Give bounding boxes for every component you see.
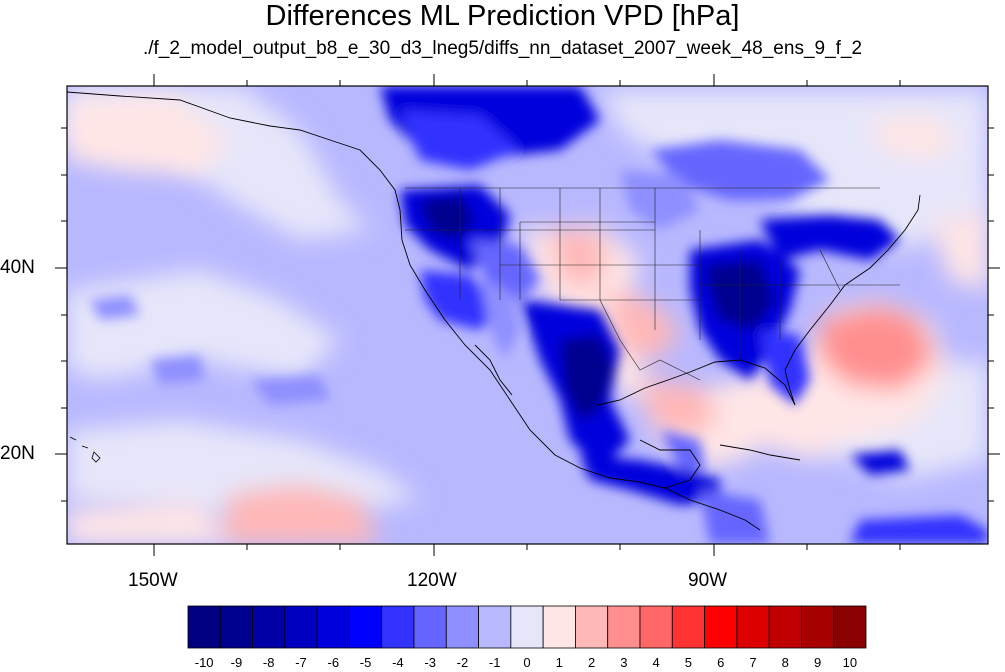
political-borders bbox=[405, 187, 900, 381]
colorbar-label: -7 bbox=[295, 655, 307, 670]
coastlines bbox=[67, 91, 921, 531]
colorbar-label: 5 bbox=[684, 655, 693, 670]
colorbar-label: -8 bbox=[262, 655, 275, 670]
colorbar-swatch bbox=[801, 605, 835, 649]
lat-label-40n: 40N bbox=[0, 257, 35, 278]
colorbar-label: -1 bbox=[488, 655, 501, 670]
colorbar-swatch bbox=[575, 605, 609, 649]
colorbar-label: 0 bbox=[523, 655, 531, 670]
colorbar-swatch bbox=[219, 605, 253, 649]
colorbar-label: -4 bbox=[392, 655, 404, 670]
plot-title: Differences ML Prediction VPD [hPa] bbox=[265, 0, 740, 32]
colorbar-swatch bbox=[639, 605, 673, 649]
colorbar-label: -6 bbox=[327, 655, 340, 670]
colorbar-label: 7 bbox=[749, 655, 757, 670]
lon-label-150w: 150W bbox=[128, 570, 178, 591]
vpd-difference-map bbox=[55, 74, 1000, 556]
colorbar-swatch bbox=[542, 605, 576, 649]
lon-label-120w: 120W bbox=[407, 570, 457, 591]
colorbar-label: -9 bbox=[230, 655, 243, 670]
colorbar-swatch bbox=[413, 605, 447, 649]
colorbar-label: 8 bbox=[781, 655, 789, 670]
positive-zones bbox=[67, 95, 988, 544]
colorbar-swatch bbox=[510, 605, 544, 649]
colorbar-swatch bbox=[284, 605, 318, 649]
colorbar-swatch bbox=[349, 605, 383, 649]
colorbar-swatch bbox=[187, 605, 221, 649]
colorbar-label: -10 bbox=[194, 655, 214, 670]
colorbar-label: 4 bbox=[652, 655, 660, 670]
colorbar-label: 1 bbox=[555, 655, 563, 670]
colorbar-swatch bbox=[607, 605, 641, 649]
colorbar-label: -3 bbox=[424, 655, 436, 670]
lon-label-90w: 90W bbox=[688, 570, 728, 591]
colorbar-label: 2 bbox=[587, 655, 596, 670]
colorbar-swatch bbox=[736, 605, 770, 649]
negative-zones bbox=[90, 86, 988, 544]
colorbar-swatch bbox=[671, 605, 705, 649]
colorbar-swatch bbox=[768, 605, 802, 649]
colorbar-label: 10 bbox=[842, 655, 858, 670]
colorbar bbox=[187, 605, 867, 649]
map-field bbox=[67, 86, 988, 544]
colorbar-swatch bbox=[704, 605, 738, 649]
axis-ticks bbox=[55, 74, 1000, 556]
colorbar-swatch bbox=[478, 605, 512, 649]
colorbar-swatch bbox=[381, 605, 415, 649]
colorbar-swatch bbox=[445, 605, 479, 649]
colorbar-label: 9 bbox=[813, 655, 822, 670]
plot-subtitle: ./f_2_model_output_b8_e_30_d3_lneg5/diff… bbox=[142, 38, 863, 59]
lat-label-20n: 20N bbox=[0, 443, 35, 464]
colorbar-swatch bbox=[316, 605, 350, 649]
colorbar-swatch bbox=[252, 605, 286, 649]
colorbar-label: 6 bbox=[717, 655, 725, 670]
colorbar-label: -5 bbox=[359, 655, 372, 670]
colorbar-label: 3 bbox=[620, 655, 628, 670]
colorbar-swatch bbox=[833, 605, 867, 649]
colorbar-label: -2 bbox=[456, 655, 469, 670]
hawaii-islands bbox=[69, 436, 101, 463]
